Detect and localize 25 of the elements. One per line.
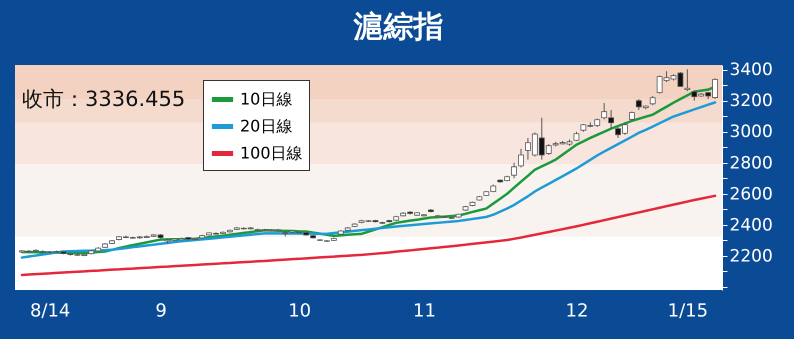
annotation: 收市：3336.455 <box>22 87 186 111</box>
candlestick <box>518 148 524 168</box>
candlestick <box>628 111 635 122</box>
candlestick <box>650 96 656 106</box>
x-tick-label: 9 <box>155 300 167 322</box>
x-tick-label: 1/15 <box>668 300 708 322</box>
x-tick-label: 11 <box>413 300 436 322</box>
legend-label: 100日線 <box>240 144 303 162</box>
line-series <box>20 194 716 276</box>
y-tick-label: 2600 <box>730 184 773 204</box>
y-tick-label: 3400 <box>730 60 773 80</box>
candlestick <box>511 162 517 179</box>
y-tick-label: 2200 <box>730 246 773 266</box>
chart-title: 滬綜指 <box>352 10 444 45</box>
y-tick-label: 2800 <box>730 153 773 174</box>
y-tick-label: 2400 <box>730 215 773 236</box>
x-tick-label: 8/14 <box>30 300 70 322</box>
legend-label: 20日線 <box>240 116 292 136</box>
y-tick-label: 3200 <box>730 91 773 112</box>
x-tick-label: 10 <box>288 300 312 322</box>
x-tick-label: 12 <box>565 300 588 322</box>
candlestick <box>684 68 690 92</box>
legend-label: 10日線 <box>240 90 292 108</box>
y-tick-label: 3000 <box>730 122 773 142</box>
candlestick <box>574 131 580 142</box>
